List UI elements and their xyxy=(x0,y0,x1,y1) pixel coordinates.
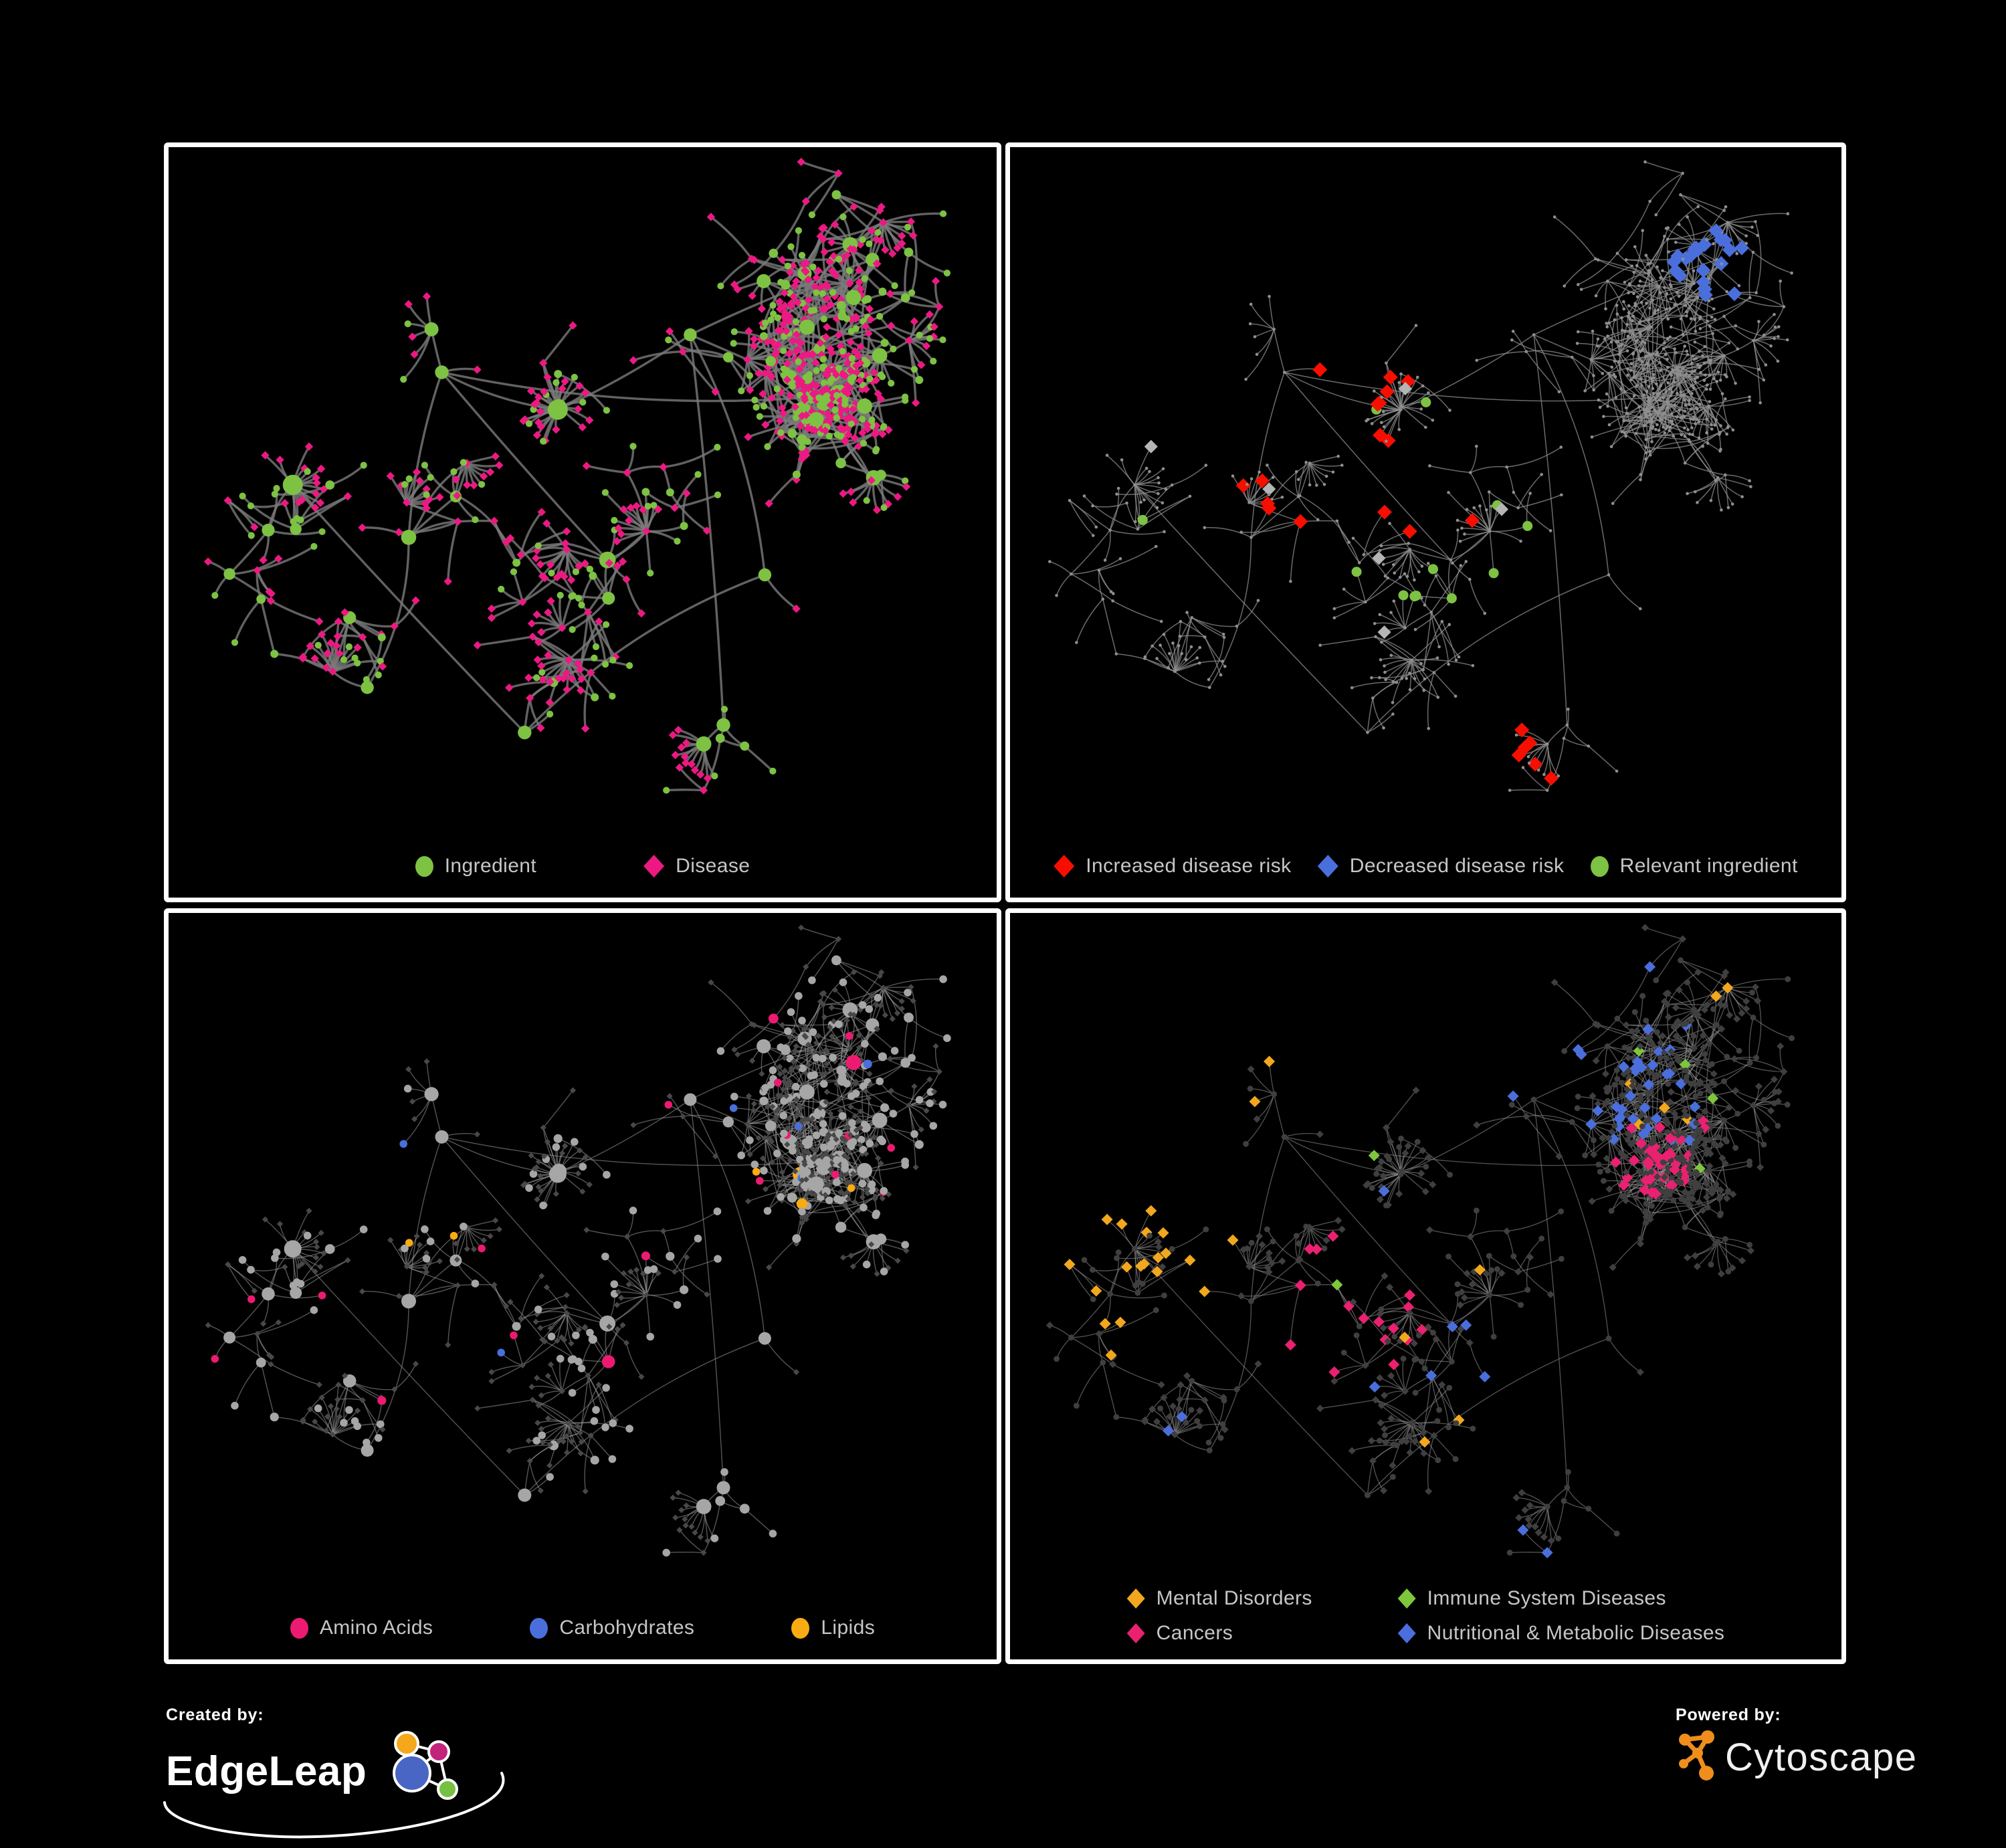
legend-label-ingredient: Ingredient xyxy=(444,855,537,877)
legend-label-increased-risk: Increased disease risk xyxy=(1086,855,1292,877)
legend-ingredient-disease: Ingredient Disease xyxy=(169,855,997,878)
cytoscape-logo: Powered by: Cytoscape xyxy=(1676,1706,1957,1799)
figure-canvas: { "figure": { "background": "#000000", "… xyxy=(163,142,1957,1839)
legend-item-relevant-ingredient: Relevant ingredient xyxy=(1590,855,1798,878)
legend-item-nutritional-metabolic: Nutritional & Metabolic Diseases xyxy=(1397,1622,1725,1645)
powered-by-label: Powered by: xyxy=(1676,1706,1781,1724)
panel-disease-risk: Increased disease risk Decreased disease… xyxy=(1005,142,1846,902)
panel-ingredient-disease: Ingredient Disease xyxy=(164,142,1001,902)
legend-label-nutritional-metabolic: Nutritional & Metabolic Diseases xyxy=(1427,1622,1725,1644)
legend-item-decreased-risk: Decreased disease risk xyxy=(1317,855,1565,878)
edgeleap-network-icon xyxy=(393,1731,459,1800)
cytoscape-network-icon xyxy=(1679,1730,1714,1780)
legend-label-decreased-risk: Decreased disease risk xyxy=(1349,855,1565,877)
legend-item-disease: Disease xyxy=(643,855,750,878)
network-graph-disease-classes xyxy=(1045,924,1795,1558)
legend-label-immune-diseases: Immune System Diseases xyxy=(1427,1587,1666,1609)
network-graph-disease-risk xyxy=(1048,160,1793,792)
ingredient-marker-icon xyxy=(415,855,433,877)
legend-label-cancers: Cancers xyxy=(1156,1622,1233,1644)
legend-disease-classes: Mental Disorders Immune System Diseases … xyxy=(1010,1587,1841,1645)
legend-label-amino-acids: Amino Acids xyxy=(319,1617,433,1639)
legend-nutrients: Amino Acids Carbohydrates Lipids xyxy=(169,1617,997,1639)
mental-disorders-marker-icon xyxy=(1126,1588,1145,1609)
legend-item-amino-acids: Amino Acids xyxy=(290,1617,433,1639)
immune-diseases-marker-icon xyxy=(1397,1588,1416,1609)
legend-label-disease: Disease xyxy=(676,855,750,877)
cytoscape-brand-text: Cytoscape xyxy=(1725,1735,1918,1779)
decreased-risk-marker-icon xyxy=(1317,855,1338,878)
legend-item-increased-risk: Increased disease risk xyxy=(1054,855,1291,878)
panel-nutrients: Amino Acids Carbohydrates Lipids xyxy=(164,908,1001,1664)
created-by-label: Created by: xyxy=(166,1706,264,1724)
legend-item-mental-disorders: Mental Disorders xyxy=(1126,1587,1371,1610)
network-graph-ingredient-disease xyxy=(203,157,950,795)
nutritional-metabolic-marker-icon xyxy=(1397,1623,1416,1643)
legend-label-relevant-ingredient: Relevant ingredient xyxy=(1619,855,1798,877)
edgeleap-brand-text: EdgeLeap xyxy=(166,1748,367,1795)
legend-label-lipids: Lipids xyxy=(821,1617,876,1639)
legend-item-lipids: Lipids xyxy=(791,1617,875,1639)
relevant-ingredient-marker-icon xyxy=(1590,855,1609,877)
carbohydrates-marker-icon xyxy=(530,1617,548,1639)
edgeleap-node-magenta xyxy=(427,1740,451,1763)
edgeleap-node-orange xyxy=(394,1731,420,1756)
edgeleap-node-blue xyxy=(393,1754,432,1792)
legend-item-ingredient: Ingredient xyxy=(415,855,536,878)
legend-disease-risk: Increased disease risk Decreased disease… xyxy=(1010,855,1841,878)
network-graph-nutrients xyxy=(205,924,951,1557)
lipids-marker-icon xyxy=(791,1617,810,1639)
legend-label-carbohydrates: Carbohydrates xyxy=(559,1617,695,1639)
legend-item-cancers: Cancers xyxy=(1126,1622,1371,1645)
legend-item-carbohydrates: Carbohydrates xyxy=(530,1617,694,1639)
increased-risk-marker-icon xyxy=(1054,855,1075,878)
edgeleap-node-green xyxy=(437,1778,459,1800)
edgeleap-logo: Created by: EdgeLeap xyxy=(163,1706,527,1839)
cancers-marker-icon xyxy=(1126,1623,1145,1643)
panel-disease-classes: Mental Disorders Immune System Diseases … xyxy=(1005,908,1846,1664)
disease-marker-icon xyxy=(643,855,665,878)
amino-acids-marker-icon xyxy=(290,1617,308,1639)
legend-label-mental-disorders: Mental Disorders xyxy=(1156,1587,1312,1609)
legend-item-immune-diseases: Immune System Diseases xyxy=(1397,1587,1725,1610)
